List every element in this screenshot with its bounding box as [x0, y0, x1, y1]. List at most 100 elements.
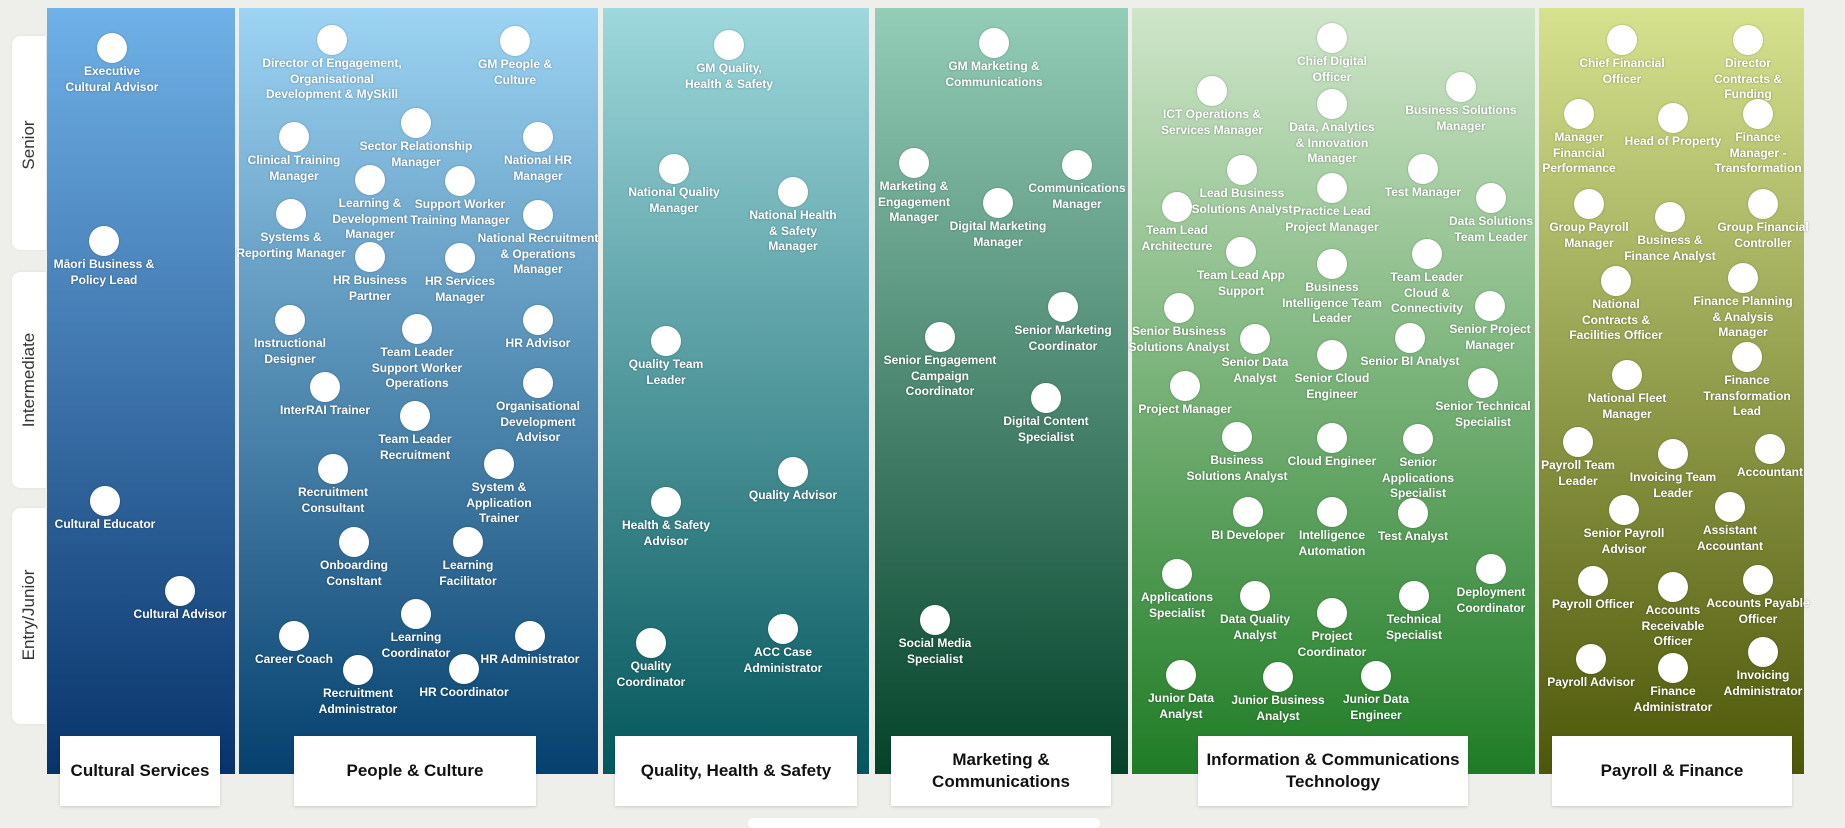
role-marker[interactable] — [523, 368, 553, 398]
role-marker[interactable] — [1048, 292, 1078, 322]
role-marker[interactable] — [1655, 202, 1685, 232]
role-marker[interactable] — [339, 527, 369, 557]
role-marker[interactable] — [1361, 661, 1391, 691]
role-marker[interactable] — [445, 166, 475, 196]
role-marker[interactable] — [1226, 237, 1256, 267]
role-marker[interactable] — [1475, 291, 1505, 321]
role-marker[interactable] — [1578, 566, 1608, 596]
role-marker[interactable] — [401, 108, 431, 138]
role-marker[interactable] — [714, 30, 744, 60]
role-marker[interactable] — [1399, 581, 1429, 611]
role-marker[interactable] — [523, 122, 553, 152]
role-marker[interactable] — [449, 654, 479, 684]
role-marker[interactable] — [1062, 150, 1092, 180]
role-marker[interactable] — [1576, 644, 1606, 674]
role-marker[interactable] — [1317, 340, 1347, 370]
role-marker[interactable] — [279, 122, 309, 152]
role-marker[interactable] — [1317, 249, 1347, 279]
role-marker[interactable] — [402, 314, 432, 344]
role-marker[interactable] — [1743, 99, 1773, 129]
role-marker[interactable] — [636, 628, 666, 658]
role-marker[interactable] — [979, 28, 1009, 58]
role-marker[interactable] — [401, 599, 431, 629]
role-marker[interactable] — [768, 614, 798, 644]
role-marker[interactable] — [1317, 497, 1347, 527]
role-marker[interactable] — [1197, 76, 1227, 106]
role-marker[interactable] — [1446, 72, 1476, 102]
role-marker[interactable] — [1733, 25, 1763, 55]
role-marker[interactable] — [1732, 342, 1762, 372]
role-marker[interactable] — [1222, 422, 1252, 452]
role-marker[interactable] — [1227, 155, 1257, 185]
role-marker[interactable] — [355, 242, 385, 272]
role-marker[interactable] — [1031, 383, 1061, 413]
role-marker[interactable] — [1240, 581, 1270, 611]
role-marker[interactable] — [899, 148, 929, 178]
role-marker[interactable] — [1233, 497, 1263, 527]
role-marker[interactable] — [1607, 25, 1637, 55]
role-marker[interactable] — [165, 576, 195, 606]
role-marker[interactable] — [317, 25, 347, 55]
role-marker[interactable] — [778, 177, 808, 207]
role-marker[interactable] — [1564, 99, 1594, 129]
role-marker[interactable] — [920, 605, 950, 635]
role-marker[interactable] — [925, 322, 955, 352]
role-marker[interactable] — [983, 188, 1013, 218]
role-marker[interactable] — [1658, 653, 1688, 683]
role-marker[interactable] — [343, 655, 373, 685]
role-marker[interactable] — [1162, 559, 1192, 589]
role-marker[interactable] — [1609, 495, 1639, 525]
role-marker[interactable] — [1476, 183, 1506, 213]
role-marker[interactable] — [1408, 154, 1438, 184]
role-marker[interactable] — [651, 487, 681, 517]
role-marker[interactable] — [445, 243, 475, 273]
role-marker[interactable] — [1164, 293, 1194, 323]
role-marker[interactable] — [97, 33, 127, 63]
role-marker[interactable] — [651, 326, 681, 356]
role-marker[interactable] — [1162, 192, 1192, 222]
role-marker[interactable] — [1317, 89, 1347, 119]
role-marker[interactable] — [1715, 492, 1745, 522]
role-marker[interactable] — [1658, 572, 1688, 602]
role-marker[interactable] — [279, 621, 309, 651]
role-marker[interactable] — [310, 372, 340, 402]
role-marker[interactable] — [1412, 239, 1442, 269]
role-marker[interactable] — [1748, 637, 1778, 667]
role-marker[interactable] — [1658, 103, 1688, 133]
role-marker[interactable] — [89, 226, 119, 256]
role-marker[interactable] — [400, 401, 430, 431]
role-marker[interactable] — [90, 486, 120, 516]
role-marker[interactable] — [453, 527, 483, 557]
role-marker[interactable] — [1728, 263, 1758, 293]
role-marker[interactable] — [515, 621, 545, 651]
role-marker[interactable] — [1317, 23, 1347, 53]
role-marker[interactable] — [318, 454, 348, 484]
role-marker[interactable] — [1395, 323, 1425, 353]
role-marker[interactable] — [1317, 173, 1347, 203]
role-marker[interactable] — [500, 26, 530, 56]
role-marker[interactable] — [484, 449, 514, 479]
role-marker[interactable] — [1743, 565, 1773, 595]
role-marker[interactable] — [1574, 189, 1604, 219]
role-marker[interactable] — [1166, 660, 1196, 690]
role-marker[interactable] — [1612, 360, 1642, 390]
role-marker[interactable] — [659, 154, 689, 184]
role-marker[interactable] — [1263, 662, 1293, 692]
role-marker[interactable] — [1755, 434, 1785, 464]
role-marker[interactable] — [1748, 189, 1778, 219]
role-marker[interactable] — [523, 305, 553, 335]
role-marker[interactable] — [1170, 371, 1200, 401]
role-marker[interactable] — [1240, 324, 1270, 354]
role-marker[interactable] — [1563, 427, 1593, 457]
role-marker[interactable] — [1601, 266, 1631, 296]
role-marker[interactable] — [1658, 439, 1688, 469]
role-marker[interactable] — [778, 457, 808, 487]
role-marker[interactable] — [1468, 368, 1498, 398]
role-marker[interactable] — [1317, 598, 1347, 628]
role-marker[interactable] — [1317, 423, 1347, 453]
role-marker[interactable] — [1398, 498, 1428, 528]
role-marker[interactable] — [355, 165, 385, 195]
role-marker[interactable] — [523, 200, 553, 230]
role-marker[interactable] — [1476, 554, 1506, 584]
role-marker[interactable] — [276, 199, 306, 229]
